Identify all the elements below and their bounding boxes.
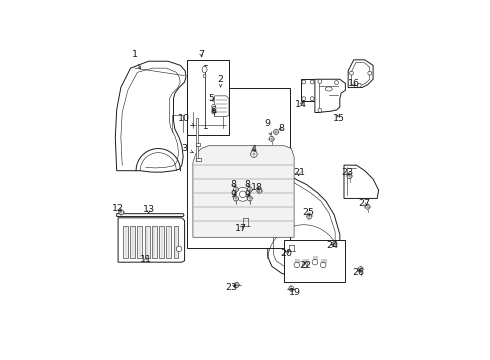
Circle shape — [310, 97, 314, 100]
Polygon shape — [118, 218, 185, 262]
FancyBboxPatch shape — [159, 226, 164, 258]
FancyBboxPatch shape — [166, 226, 172, 258]
Circle shape — [294, 262, 300, 268]
Text: 22: 22 — [299, 261, 311, 270]
Text: 21: 21 — [293, 168, 305, 177]
Text: 27: 27 — [358, 199, 370, 208]
FancyBboxPatch shape — [152, 226, 157, 258]
Circle shape — [212, 110, 216, 114]
Text: 8: 8 — [231, 180, 237, 189]
Circle shape — [247, 187, 252, 192]
Polygon shape — [117, 214, 184, 216]
Text: 14: 14 — [295, 100, 307, 109]
Polygon shape — [315, 79, 345, 112]
Text: 12: 12 — [112, 204, 124, 213]
Circle shape — [349, 71, 353, 75]
Circle shape — [335, 81, 339, 85]
Circle shape — [302, 80, 306, 84]
Circle shape — [307, 214, 312, 219]
Circle shape — [320, 262, 326, 268]
Circle shape — [269, 136, 274, 141]
Circle shape — [318, 108, 322, 112]
Circle shape — [240, 191, 246, 198]
Circle shape — [257, 188, 262, 193]
Text: 1: 1 — [132, 50, 141, 69]
Text: 6: 6 — [211, 106, 217, 115]
Polygon shape — [215, 96, 229, 117]
Circle shape — [289, 286, 294, 291]
Polygon shape — [268, 165, 340, 278]
Text: 25: 25 — [303, 208, 315, 217]
Text: 18: 18 — [251, 183, 263, 192]
Circle shape — [236, 187, 250, 201]
Text: 4: 4 — [251, 145, 257, 154]
FancyBboxPatch shape — [123, 226, 128, 258]
Polygon shape — [348, 60, 373, 87]
Circle shape — [119, 210, 124, 215]
Circle shape — [332, 242, 337, 247]
Circle shape — [368, 71, 372, 75]
Text: 24: 24 — [326, 241, 338, 250]
Text: 13: 13 — [143, 205, 155, 214]
Text: 2: 2 — [218, 75, 223, 87]
Polygon shape — [196, 118, 198, 146]
Text: 20: 20 — [281, 249, 293, 258]
Text: 19: 19 — [289, 288, 301, 297]
Circle shape — [318, 80, 322, 84]
Ellipse shape — [203, 74, 206, 77]
Text: 23: 23 — [342, 168, 354, 177]
FancyBboxPatch shape — [145, 226, 149, 258]
Circle shape — [233, 196, 238, 201]
Circle shape — [347, 174, 352, 179]
Polygon shape — [115, 61, 186, 172]
Circle shape — [310, 80, 314, 84]
Ellipse shape — [202, 67, 207, 73]
FancyBboxPatch shape — [138, 226, 143, 258]
Circle shape — [247, 196, 252, 201]
Text: 8: 8 — [245, 180, 250, 189]
Ellipse shape — [325, 87, 332, 91]
Circle shape — [302, 262, 308, 268]
Circle shape — [365, 204, 370, 209]
Text: 17: 17 — [235, 224, 246, 233]
Circle shape — [312, 260, 318, 265]
Polygon shape — [196, 143, 200, 146]
Text: 9: 9 — [245, 190, 250, 199]
Text: 15: 15 — [332, 114, 344, 123]
Circle shape — [212, 104, 216, 108]
FancyBboxPatch shape — [187, 60, 229, 135]
Text: 7: 7 — [198, 50, 204, 59]
Text: 3: 3 — [181, 144, 193, 153]
FancyBboxPatch shape — [173, 226, 178, 258]
Polygon shape — [344, 165, 379, 198]
Text: 23: 23 — [226, 283, 238, 292]
Text: 16: 16 — [348, 79, 360, 88]
Polygon shape — [301, 79, 315, 102]
Polygon shape — [196, 146, 198, 161]
Text: 26: 26 — [353, 268, 365, 277]
Text: 9: 9 — [231, 190, 237, 199]
Polygon shape — [193, 146, 294, 237]
Circle shape — [357, 84, 361, 87]
Text: 8: 8 — [278, 124, 284, 133]
Polygon shape — [196, 158, 201, 161]
Circle shape — [176, 246, 182, 252]
FancyBboxPatch shape — [187, 87, 290, 248]
Text: 10: 10 — [178, 113, 194, 126]
Circle shape — [358, 267, 363, 271]
Circle shape — [273, 129, 279, 134]
Text: 5: 5 — [208, 94, 215, 103]
Circle shape — [234, 283, 239, 287]
Text: 9: 9 — [264, 119, 271, 135]
Circle shape — [302, 97, 306, 100]
FancyBboxPatch shape — [130, 226, 135, 258]
Text: 11: 11 — [140, 256, 152, 265]
Circle shape — [233, 187, 238, 192]
Circle shape — [250, 151, 257, 157]
FancyBboxPatch shape — [284, 240, 345, 282]
